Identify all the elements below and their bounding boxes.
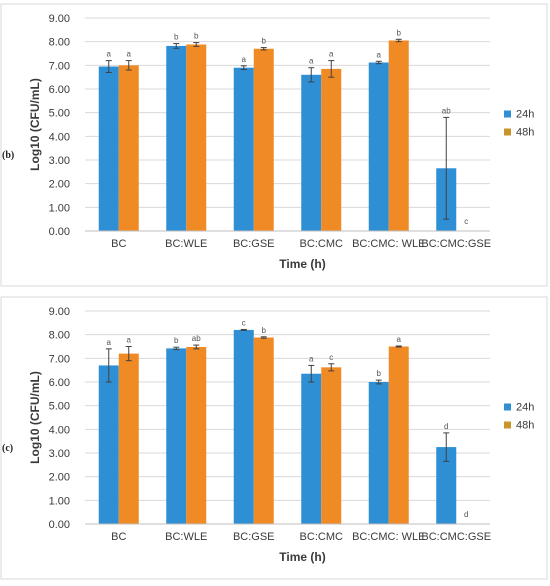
bar-24h [368,62,389,231]
legend-marker-24h [504,403,511,411]
x-category-label: BC:GSE [233,238,275,250]
y-tick-label: 4.00 [49,424,70,436]
y-tick-label: 2.00 [49,179,70,191]
significance-letter: b [174,33,179,42]
y-tick-label: 5.00 [49,108,70,120]
bar-48h [388,346,409,524]
x-category-label: BC:CMC: WLE [352,238,425,250]
legend-label-24h: 24h [516,402,534,414]
significance-letter: a [107,50,112,59]
y-tick-label: 0.00 [49,519,70,531]
y-axis-title: Log10 (CFU/mL) [28,78,42,171]
significance-letter: ab [442,106,451,115]
significance-letter: c [329,353,333,362]
y-axis-title: Log10 (CFU/mL) [28,371,42,464]
bar-48h [388,40,409,231]
significance-letter: ab [192,334,201,343]
legend-label-24h: 24h [516,109,534,121]
bar-24h [233,329,254,524]
significance-letter: b [194,32,199,41]
y-tick-label: 6.00 [49,377,70,389]
panel-label: (c) [2,443,13,454]
x-axis-title: Time (h) [279,257,325,271]
bar-24h [301,373,322,524]
y-tick-label: 7.00 [49,60,70,72]
legend-marker-48h [504,421,511,429]
x-axis-title: Time (h) [279,550,325,564]
chart-panel-b: 0.00 1.00 2.00 3.00 4.00 5.00 6.00 7.00 8.00 9.00… [0,3,548,287]
significance-letter: d [464,510,468,519]
y-tick-label: 3.00 [49,448,70,460]
bar-24h [301,74,322,231]
significance-letter: a [377,50,382,59]
bar-24h [98,365,119,524]
chart-frame [0,3,548,287]
significance-letter: a [309,57,314,66]
bar-48h [186,346,207,524]
x-category-label: BC:WLE [165,238,207,250]
significance-letter: c [464,217,468,226]
significance-letter: a [127,336,132,345]
y-tick-label: 8.00 [49,330,70,342]
y-tick-label: 9.00 [49,13,70,25]
legend-marker-24h [504,110,511,118]
panel-label: (b) [2,150,14,161]
legend-label-48h: 48h [516,420,534,432]
x-category-label: BC:GSE [233,531,275,543]
significance-letter: a [329,50,334,59]
y-tick-label: 5.00 [49,401,70,413]
y-tick-label: 6.00 [49,84,70,96]
legend-marker-48h [504,128,511,136]
bar-48h [321,367,342,524]
significance-letter: b [174,336,179,345]
bar-48h [253,48,274,232]
bar-24h [233,67,254,231]
y-tick-label: 9.00 [49,306,70,318]
bar-48h [253,337,274,524]
x-category-label: BC:CMC [300,238,343,250]
bar-24h [166,45,187,231]
x-category-label: BC:CMC:GSE [421,238,491,250]
bar-48h [186,44,207,231]
y-tick-label: 3.00 [49,155,70,167]
significance-letter: b [262,326,267,335]
y-tick-label: 7.00 [49,353,70,365]
y-tick-label: 4.00 [49,131,70,143]
x-category-label: BC [111,238,126,250]
bar-48h [118,353,139,524]
chart-panel-c: 0.00 1.00 2.00 3.00 4.00 5.00 6.00 7.00 8.00 9.00… [0,293,550,586]
significance-letter: b [397,28,402,37]
significance-letter: a [127,50,132,59]
x-category-label: BC:CMC:GSE [421,531,491,543]
bar-24h [436,447,457,524]
significance-letter: d [444,422,448,431]
bar-24h [98,66,119,232]
chart-b-svg: 0.00 1.00 2.00 3.00 4.00 5.00 6.00 7.00 8.00 9.00… [0,3,548,287]
y-tick-label: 0.00 [49,226,70,238]
y-tick-label: 1.00 [49,202,70,214]
significance-letter: b [262,37,267,46]
bar-48h [321,68,342,231]
significance-letter: a [242,55,247,64]
x-category-label: BC:WLE [165,531,207,543]
x-category-label: BC:CMC: WLE [352,531,425,543]
y-tick-label: 8.00 [49,37,70,49]
y-tick-label: 1.00 [49,495,70,507]
significance-letter: a [309,354,314,363]
bar-24h [166,348,187,524]
legend-label-48h: 48h [516,127,534,139]
x-category-label: BC:CMC [300,531,343,543]
x-category-label: BC [111,531,126,543]
significance-letter: a [397,335,402,344]
chart-frame [0,296,548,580]
significance-letter: b [377,369,382,378]
bar-48h [118,65,139,231]
significance-letter: c [242,318,246,327]
chart-c-svg: 0.00 1.00 2.00 3.00 4.00 5.00 6.00 7.00 8.00 9.00… [0,296,548,580]
bar-24h [368,382,389,524]
significance-letter: a [107,338,112,347]
y-tick-label: 2.00 [49,472,70,484]
